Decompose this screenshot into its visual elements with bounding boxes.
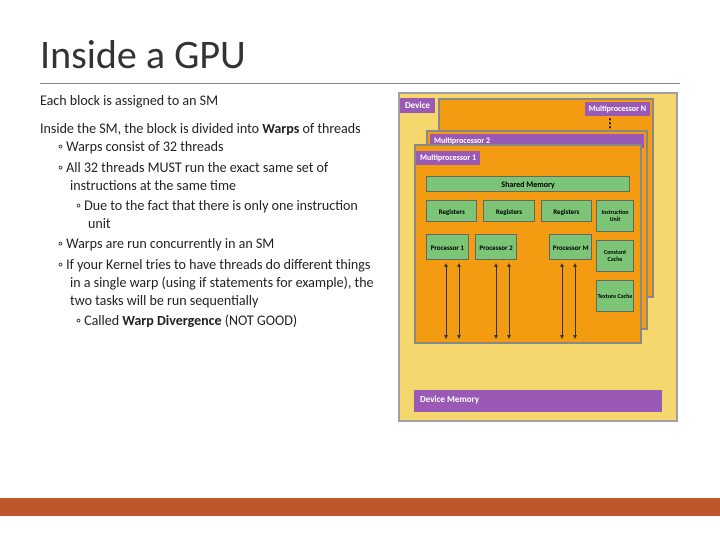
texture-cache: Texture Cache — [596, 280, 634, 312]
slide-title: Inside a GPU — [40, 30, 680, 79]
bullet-2-sub: Due to the fact that there is only one i… — [76, 197, 380, 233]
gpu-diagram: Device ⋮ Multiprocessor N Multiprocessor… — [390, 92, 680, 432]
bullet-2: All 32 threads MUST run the exact same s… — [58, 159, 380, 195]
shared-memory: Shared Memory — [426, 176, 630, 192]
processor-m: Processor M — [549, 234, 592, 260]
registers-row: Registers Registers Registers — [426, 200, 592, 222]
bullet-3: Warps are run concurrently in an SM — [58, 235, 380, 253]
registers-m: Registers — [541, 200, 592, 222]
line2: Inside the SM, the block is divided into… — [40, 120, 380, 138]
bullet-1: Warps consist of 32 threads — [58, 138, 380, 156]
registers-2: Registers — [483, 200, 534, 222]
mp-n-label: Multiprocessor N — [585, 102, 650, 116]
bullet-4-sub: Called Warp Divergence (NOT GOOD) — [76, 312, 380, 330]
right-column: Instruction Unit Constant Cache Texture … — [596, 200, 634, 312]
footer-accent-bar — [0, 498, 720, 516]
processor-dots: • • • — [523, 241, 543, 254]
arrows-area — [426, 266, 592, 336]
processors-row: Processor 1 Processor 2 • • • Processor … — [426, 234, 592, 260]
intro-line: Each block is assigned to an SM — [40, 92, 380, 110]
vertical-dots: ⋮ — [604, 116, 616, 131]
bullet-4: If your Kernel tries to have threads do … — [58, 256, 380, 311]
constant-cache: Constant Cache — [596, 240, 634, 272]
device-box: Device ⋮ Multiprocessor N Multiprocessor… — [398, 92, 678, 422]
processor-2: Processor 2 — [475, 234, 518, 260]
title-rule — [40, 83, 680, 84]
text-column: Each block is assigned to an SM Inside t… — [40, 92, 380, 432]
instruction-unit: Instruction Unit — [596, 200, 634, 232]
device-memory: Device Memory — [414, 390, 662, 412]
processor-1: Processor 1 — [426, 234, 469, 260]
registers-1: Registers — [426, 200, 477, 222]
multiprocessor-1: Multiprocessor 1 Shared Memory Registers… — [414, 144, 642, 344]
mp-1-label: Multiprocessor 1 — [416, 151, 480, 165]
